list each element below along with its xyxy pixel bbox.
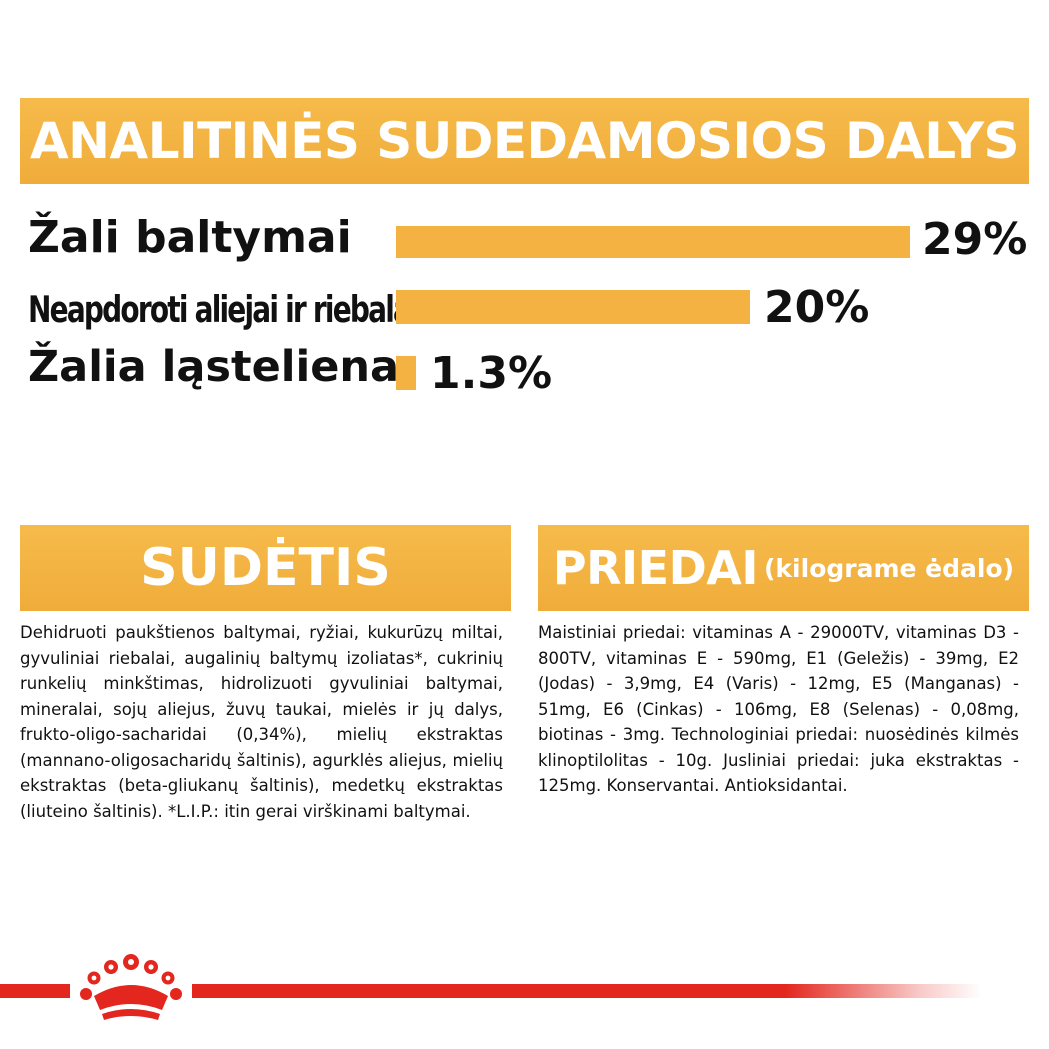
brand-line-right (192, 984, 982, 998)
analysis-banner: ANALITINĖS SUDEDAMOSIOS DALYS (20, 98, 1029, 184)
priedai-title-group: PRIEDAI (kilograme ėdalo) (538, 525, 1029, 611)
sudetis-text: Dehidruoti paukštienos baltymai, ryžiai,… (20, 623, 503, 821)
sudetis-banner: SUDĖTIS (20, 525, 511, 611)
priedai-banner: PRIEDAI (kilograme ėdalo) (538, 525, 1029, 611)
analysis-label-protein: Žali baltymai (28, 212, 352, 263)
analysis-value-fibre: 1.3% (430, 348, 553, 399)
analysis-title: ANALITINĖS SUDEDAMOSIOS DALYS (29, 112, 1020, 170)
royal-canin-crown-icon (80, 954, 182, 1020)
sudetis-title: SUDĖTIS (140, 538, 391, 598)
analysis-value-fat: 20% (764, 282, 870, 333)
analysis-bar-protein (396, 226, 910, 258)
analysis-bar-fat (396, 290, 750, 324)
priedai-subtitle: (kilograme ėdalo) (764, 553, 1015, 583)
analysis-value-protein: 29% (922, 214, 1028, 265)
analysis-bar-fibre (396, 356, 416, 390)
brand-line-left (0, 984, 70, 998)
priedai-title: PRIEDAI (552, 541, 759, 595)
priedai-text: Maistiniai priedai: vitaminas A - 29000T… (538, 623, 1019, 795)
analysis-label-fibre: Žalia ląsteliena (28, 342, 400, 392)
analysis-label-fat: Neapdoroti aliejai ir riebalai (28, 288, 420, 331)
